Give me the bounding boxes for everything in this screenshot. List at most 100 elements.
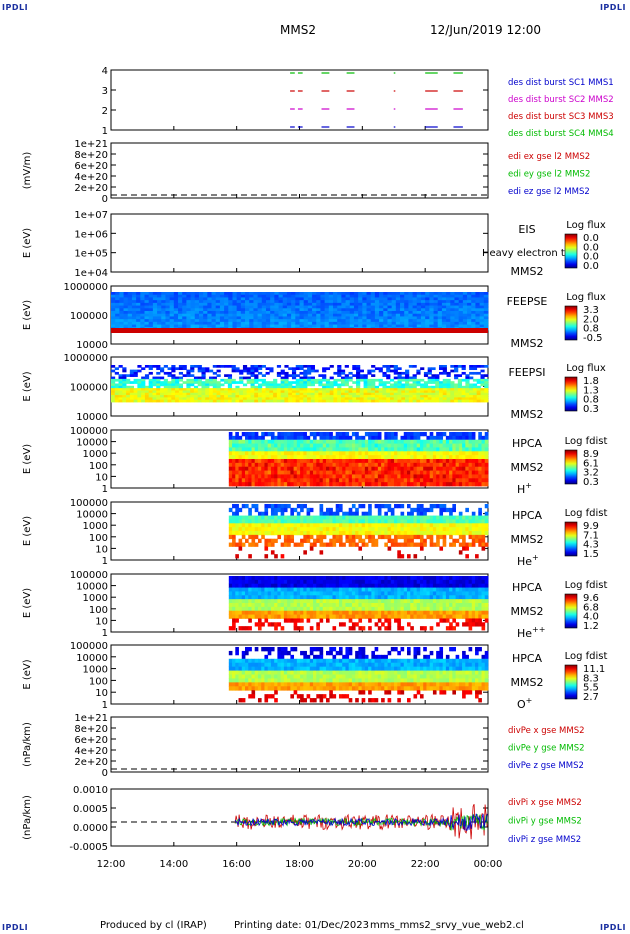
heatmap-cell (228, 507, 233, 513)
heatmap-cell (232, 531, 236, 536)
heatmap-cell (157, 300, 162, 304)
heatmap-cell (267, 443, 272, 448)
heatmap-cell (318, 383, 323, 387)
heatmap-cell (219, 302, 225, 306)
heatmap-cell (319, 527, 324, 532)
heatmap-cell (455, 538, 460, 543)
heatmap-cell (481, 542, 486, 547)
heatmap-cell (254, 365, 259, 368)
heatmap-cell (248, 455, 252, 460)
heatmap-cell (483, 319, 489, 323)
heatmap-cell (419, 504, 424, 509)
heatmap-cell (420, 319, 426, 323)
heatmap-cell (270, 313, 275, 317)
heatmap-cell (358, 439, 363, 444)
heatmap-cell (413, 534, 418, 540)
heatmap-cell (182, 308, 187, 312)
heatmap-cell (249, 321, 254, 325)
heatmap-cell (322, 587, 327, 592)
heatmap-cell (348, 474, 353, 479)
heatmap-cell (232, 591, 236, 596)
heatmap-cell (167, 383, 172, 387)
heatmap-cell (445, 455, 450, 460)
heatmap-cell (455, 482, 460, 487)
heatmap-cell (235, 367, 240, 371)
heatmap-cell (300, 595, 304, 600)
heatmap-cell (257, 587, 262, 592)
heatmap-cell (335, 511, 340, 516)
heatmap-cell (307, 388, 312, 391)
heatmap-cell (322, 527, 327, 532)
heatmap-cell (355, 542, 359, 547)
heatmap-cell (442, 523, 447, 528)
heatmap-cell (251, 451, 256, 456)
heatmap-cell (462, 478, 466, 483)
heatmap-cell (171, 383, 176, 387)
heatmap-cell (216, 397, 221, 401)
heatmap-cell (313, 432, 317, 437)
heatmap-cell (310, 390, 315, 394)
heatmap-cell (335, 583, 340, 588)
heatmap-cell (319, 579, 324, 585)
heatmap-cell (403, 482, 408, 487)
heatmap-cell (382, 374, 387, 377)
heatmap-cell (345, 610, 350, 615)
heatmap-cell (416, 455, 421, 460)
heatmap-cell (231, 381, 236, 384)
heatmap-cell (383, 316, 388, 320)
heatmap-cell (419, 470, 424, 475)
heatmap-cell (476, 371, 481, 375)
heatmap-cell (119, 294, 124, 298)
heatmap-cell (429, 435, 434, 441)
heatmap-cell (167, 397, 172, 401)
heatmap-cell (400, 519, 405, 524)
heatmap-cell (436, 443, 440, 448)
heatmap-cell (377, 507, 382, 513)
heatmap-cell (342, 614, 346, 619)
heatmap-cell (254, 459, 259, 464)
heatmap-cell (182, 294, 187, 298)
heatmap-cell (386, 399, 391, 403)
heatmap-cell (377, 531, 382, 536)
heatmap-cell (341, 313, 346, 317)
heatmap-cell (338, 591, 343, 596)
heatmap-cell (416, 324, 422, 328)
heatmap-cell (382, 388, 387, 391)
heatmap-cell (274, 443, 278, 448)
heatmap-cell (270, 519, 275, 524)
heatmap-cell (465, 383, 470, 387)
heatmap-cell (329, 579, 333, 585)
heatmap-cell (123, 313, 129, 317)
heatmap-cell (457, 374, 463, 377)
heatmap-cell (277, 432, 282, 437)
heatmap-cell (265, 297, 271, 301)
heatmap-cell (264, 587, 269, 592)
heatmap-cell (309, 546, 314, 551)
heatmap-cell (111, 297, 116, 301)
heatmap-cell (235, 459, 239, 464)
heatmap-cell (413, 447, 418, 452)
heatmap-cell (296, 478, 301, 483)
heatmap-cell (462, 531, 466, 536)
heatmap-cell (224, 392, 229, 396)
heatmap-cell (306, 606, 311, 612)
heatmap-cell (220, 392, 225, 396)
heatmap-cell (361, 523, 366, 528)
heatmap-cell (432, 455, 437, 460)
heatmap-cell (293, 447, 298, 452)
heatmap-cell (248, 447, 252, 452)
heatmap-cell (129, 388, 135, 391)
heatmap-cell (412, 300, 418, 304)
heatmap-cell (325, 383, 331, 387)
heatmap-cell (368, 443, 372, 448)
heatmap-cell (264, 546, 269, 551)
heatmap-cell (286, 319, 292, 323)
y-tick-label: 1000 (83, 521, 108, 532)
heatmap-cell (245, 527, 249, 532)
heatmap-cell (282, 294, 288, 298)
heatmap-cell (299, 381, 304, 384)
heatmap-cell (439, 515, 444, 520)
heatmap-cell (111, 365, 116, 368)
heatmap-cell (235, 603, 239, 608)
heatmap-cell (371, 482, 376, 487)
